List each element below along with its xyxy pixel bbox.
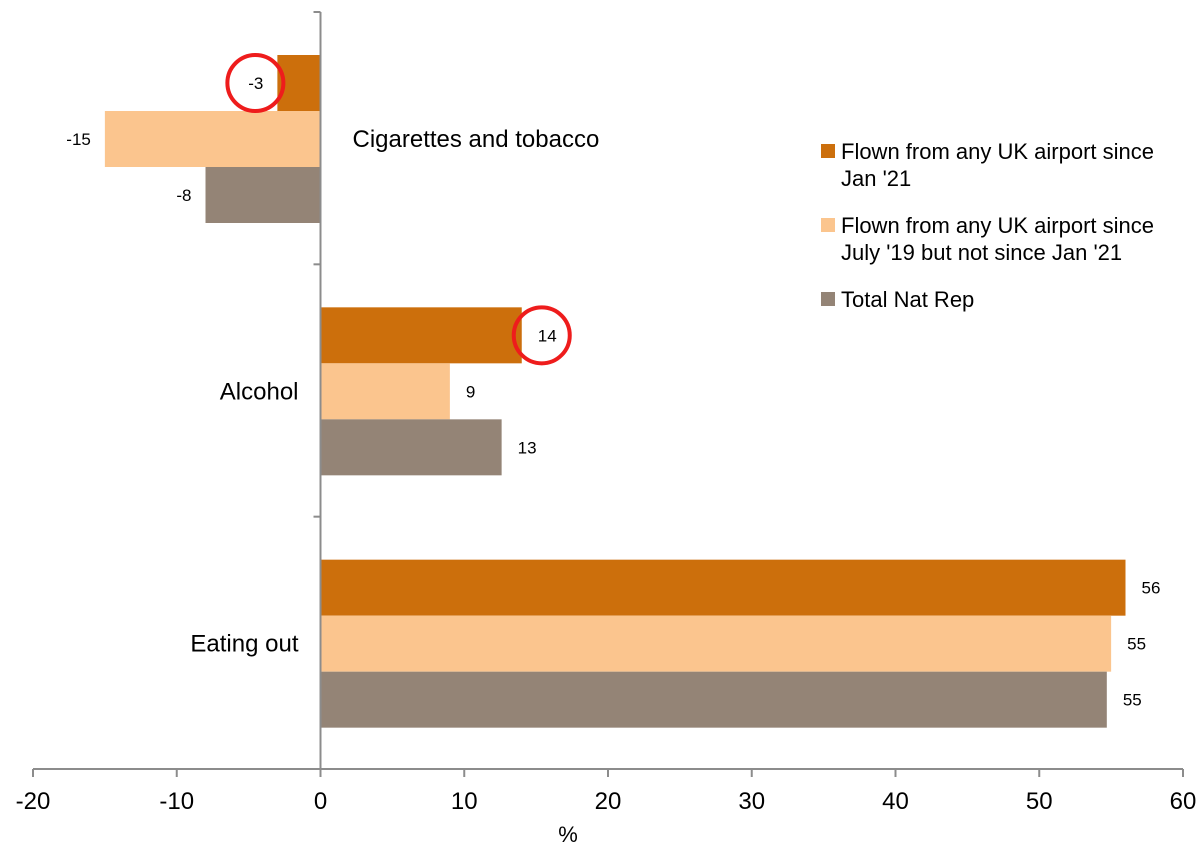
legend-label: Total Nat Rep <box>841 287 974 312</box>
data-label: 56 <box>1142 579 1161 598</box>
bar-2-2 <box>320 363 450 420</box>
legend-swatch-1 <box>821 144 835 158</box>
x-tick-label: 30 <box>738 788 765 815</box>
bar-1-3 <box>320 559 1126 616</box>
bar-2-1 <box>104 111 321 167</box>
x-tick-label: 40 <box>882 788 909 815</box>
legend-label: Jan '21 <box>841 166 911 191</box>
data-label: 55 <box>1127 635 1146 654</box>
bar-3-3 <box>320 671 1107 728</box>
legend-label: July '19 but not since Jan '21 <box>841 240 1122 265</box>
bar-1-2 <box>320 307 522 364</box>
x-tick-label: 20 <box>595 788 622 815</box>
x-tick-label: 60 <box>1170 788 1197 815</box>
data-label: -8 <box>176 186 191 205</box>
highlight-circle <box>511 305 572 366</box>
data-label: 13 <box>518 438 537 457</box>
x-axis-title: % <box>558 822 578 847</box>
legend-swatch-2 <box>821 218 835 232</box>
data-label: -3 <box>248 74 263 93</box>
legend-label: Flown from any UK airport since <box>841 213 1154 238</box>
x-tick-label: 50 <box>1026 788 1053 815</box>
x-tick-label: -10 <box>159 788 194 815</box>
bar-2-3 <box>320 615 1112 672</box>
x-tick-label: -20 <box>16 788 51 815</box>
data-label: -15 <box>66 130 91 149</box>
bar-3-2 <box>320 419 502 476</box>
x-tick-label: 10 <box>451 788 478 815</box>
category-label: Alcohol <box>220 378 299 405</box>
highlight-circle <box>225 53 286 113</box>
category-label: Eating out <box>190 631 298 658</box>
x-tick-label: 0 <box>314 788 327 815</box>
data-label: 55 <box>1123 691 1142 710</box>
legend-label: Flown from any UK airport since <box>841 139 1154 164</box>
bar-3-1 <box>205 167 321 223</box>
data-label: 9 <box>466 382 475 401</box>
legend-swatch-3 <box>821 292 835 306</box>
category-label: Cigarettes and tobacco <box>353 126 600 153</box>
data-label: 14 <box>538 326 557 345</box>
